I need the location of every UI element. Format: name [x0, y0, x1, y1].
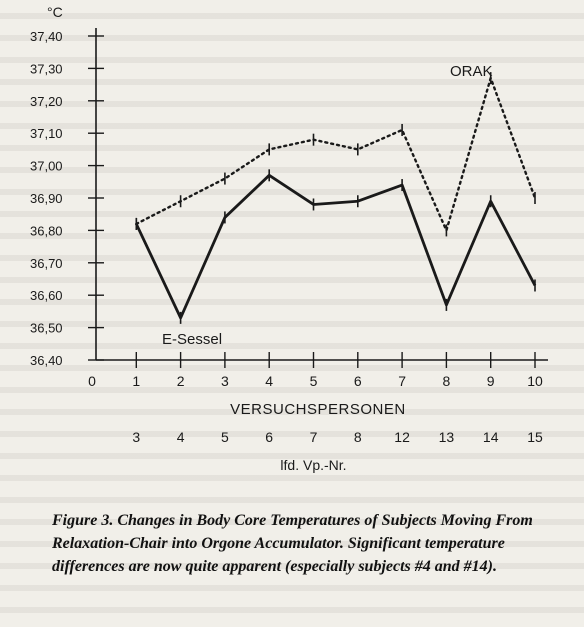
- x-tick-label: 0: [88, 373, 96, 389]
- x-axis-title: VERSUCHSPERSONEN: [230, 401, 406, 418]
- subject-number-label: 14: [483, 429, 499, 445]
- y-tick-label: 37,40: [30, 29, 63, 44]
- temperature-chart: °C 37,40 37,30 37,20 37,10 37,00 36,90 36,80 36,…: [30, 4, 548, 473]
- y-tick-label: 36,80: [30, 223, 63, 238]
- x-tick-label: 2: [177, 373, 185, 389]
- x-tick-label: 3: [221, 373, 229, 389]
- subject-number-label: 12: [394, 429, 410, 445]
- y-tick-label: 37,20: [30, 94, 63, 109]
- subject-number-label: 5: [221, 429, 229, 445]
- y-tick-label: 36,40: [30, 353, 63, 368]
- subject-number-label: 8: [354, 429, 362, 445]
- y-tick-label: 36,90: [30, 191, 63, 206]
- y-tick-label: 37,30: [30, 61, 63, 76]
- x-tick-label: 9: [487, 373, 495, 389]
- series-group: E-Sessel ORAK: [135, 63, 537, 348]
- y-tick-label: 36,70: [30, 256, 63, 271]
- subject-number-label: 15: [527, 429, 543, 445]
- series-label-orak: ORAK: [450, 63, 493, 80]
- x-tick-label: 7: [398, 373, 406, 389]
- y-axis: °C 37,40 37,30 37,20 37,10 37,00 36,90 36,80 36,…: [30, 4, 104, 368]
- y-tick-label: 36,50: [30, 321, 63, 336]
- subject-number-label: 13: [439, 429, 455, 445]
- subject-number-label: 6: [265, 429, 273, 445]
- series-line-e-sessel: [135, 173, 537, 320]
- x-tick-label: 8: [443, 373, 451, 389]
- subject-number-label: 4: [177, 429, 185, 445]
- series-label-e-sessel: E-Sessel: [162, 331, 222, 348]
- y-unit-label: °C: [47, 4, 63, 20]
- x-tick-label: 5: [310, 373, 318, 389]
- x-tick-label: 1: [132, 373, 140, 389]
- series-line-orak: [135, 76, 537, 232]
- y-tick-label: 37,00: [30, 159, 63, 174]
- x-tick-label: 6: [354, 373, 362, 389]
- figure-caption: Figure 3. Changes in Body Core Temperatu…: [52, 512, 533, 575]
- y-tick-label: 36,60: [30, 288, 63, 303]
- x-tick-label: 10: [527, 373, 543, 389]
- subject-number-label: 3: [132, 429, 140, 445]
- subject-number-label: 7: [310, 429, 318, 445]
- x-tick-label: 4: [265, 373, 273, 389]
- subject-number-title: lfd. Vp.-Nr.: [280, 457, 346, 473]
- y-tick-label: 37,10: [30, 126, 63, 141]
